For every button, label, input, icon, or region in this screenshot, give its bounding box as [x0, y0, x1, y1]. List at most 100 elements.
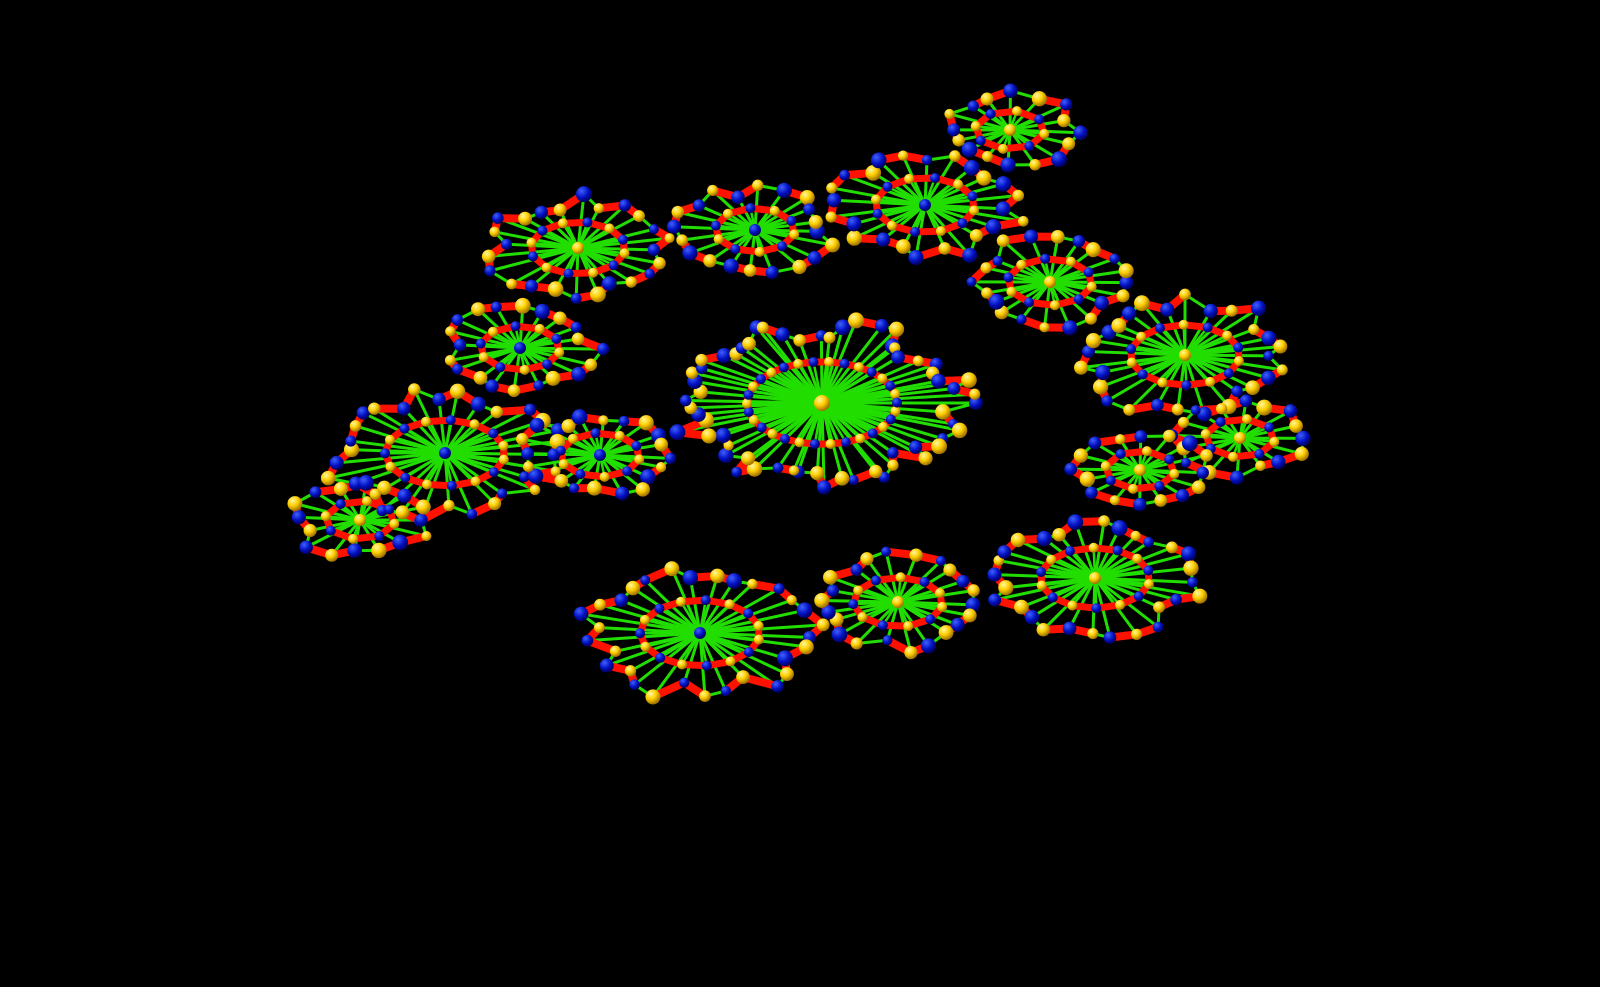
blue-node	[524, 403, 537, 416]
spoke-edge	[388, 438, 447, 455]
blue-node	[809, 439, 820, 450]
blue-node	[475, 338, 486, 349]
blue-node	[1254, 449, 1265, 460]
blue-node	[743, 406, 754, 417]
blue-node	[534, 205, 549, 220]
spoke-edge	[518, 346, 555, 380]
blue-node	[866, 367, 877, 378]
blue-node	[850, 563, 863, 576]
blue-node	[692, 199, 706, 212]
yellow-node	[507, 384, 521, 398]
spoke-edge	[349, 439, 447, 455]
blue-node	[975, 135, 986, 146]
spoke-edge	[820, 401, 878, 473]
blue-node	[807, 251, 822, 265]
yellow-node	[1046, 554, 1057, 565]
spoke-edge	[545, 246, 580, 269]
spoke-edge	[717, 228, 757, 241]
spoke-edge	[1048, 280, 1104, 305]
blue-node	[655, 652, 666, 663]
blue-node	[1088, 436, 1102, 450]
blue-node	[731, 190, 745, 205]
yellow-node	[703, 254, 717, 268]
blue-node	[648, 224, 659, 235]
blue-node	[679, 394, 692, 407]
yellow-node	[444, 354, 456, 366]
blue-node	[1181, 546, 1197, 562]
blue-node	[1181, 380, 1192, 391]
blue-node	[1024, 297, 1035, 308]
spoke-edge	[1051, 576, 1097, 599]
blue-node	[1271, 454, 1286, 470]
yellow-node	[1116, 289, 1130, 303]
blue-node	[1119, 275, 1134, 290]
blue-node	[1180, 457, 1191, 468]
spoke-edge	[1048, 271, 1090, 284]
yellow-node	[320, 470, 336, 486]
spoke-edge	[1183, 353, 1239, 393]
blue-node	[582, 217, 593, 228]
blue-node	[1223, 368, 1234, 379]
yellow-node	[487, 326, 498, 337]
spoke-edge	[923, 203, 976, 212]
yellow-node	[1109, 495, 1120, 506]
yellow-node	[624, 665, 637, 677]
blue-node	[1261, 370, 1276, 386]
yellow-node	[619, 248, 630, 259]
blue-node	[596, 342, 610, 356]
yellow-node	[685, 366, 699, 379]
blue-node	[1000, 157, 1016, 173]
yellow-node	[489, 226, 500, 238]
yellow-node	[1269, 436, 1280, 447]
spoke-edge	[876, 203, 927, 215]
yellow-node	[1134, 464, 1146, 476]
yellow-node	[865, 165, 882, 181]
yellow-node	[904, 173, 915, 184]
yellow-node	[553, 311, 567, 325]
yellow-node	[886, 220, 897, 231]
blue-node	[987, 567, 1002, 582]
spoke-edge	[896, 600, 932, 621]
blue-node	[679, 677, 690, 688]
spoke-edge	[1040, 576, 1097, 587]
blue-node	[492, 212, 504, 224]
yellow-node	[953, 179, 964, 190]
blue-node	[882, 635, 893, 646]
blue-node	[542, 359, 553, 370]
blue-node	[872, 208, 883, 219]
blue-node	[1105, 475, 1116, 486]
spoke-edge	[820, 365, 861, 405]
blue-node	[969, 396, 983, 410]
yellow-node	[742, 336, 756, 351]
spoke-edge	[389, 451, 447, 468]
blue-node	[756, 422, 767, 433]
yellow-node	[825, 237, 840, 253]
yellow-node	[377, 480, 392, 495]
yellow-node	[549, 433, 566, 450]
yellow-node	[834, 471, 850, 486]
yellow-node	[349, 420, 362, 432]
blue-node	[777, 650, 793, 667]
yellow-node	[1052, 528, 1066, 542]
blue-node	[716, 347, 732, 364]
blue-node	[870, 152, 887, 169]
blue-node	[1062, 621, 1077, 636]
blue-node	[985, 108, 996, 119]
spoke-edge	[1127, 312, 1187, 357]
spoke-edge	[874, 198, 927, 207]
blue-node	[640, 575, 651, 586]
spoke-edge	[598, 444, 638, 457]
spoke-edge	[996, 259, 1052, 284]
yellow-node	[904, 645, 918, 660]
blue-node	[608, 260, 619, 271]
yellow-node	[1050, 229, 1065, 244]
yellow-node	[526, 237, 537, 248]
spoke-edge	[443, 451, 496, 474]
blue-node	[640, 469, 656, 485]
blue-node	[568, 483, 580, 494]
spoke-edge	[923, 158, 929, 207]
yellow-node	[895, 239, 911, 254]
spoke-edge	[861, 600, 900, 619]
yellow-node	[998, 143, 1009, 154]
